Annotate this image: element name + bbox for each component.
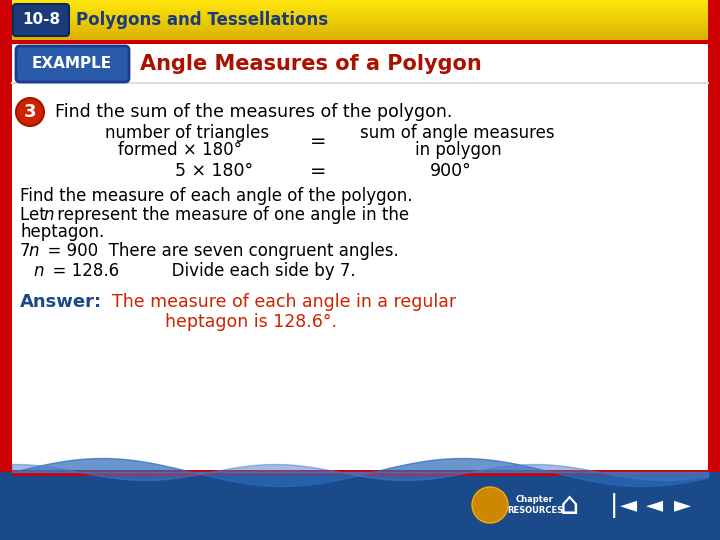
Circle shape (472, 487, 508, 523)
Bar (12, 33, 708, 34)
Bar (12, 38, 708, 39)
Bar (12, 27, 708, 28)
Text: heptagon is 128.6°.: heptagon is 128.6°. (165, 313, 337, 331)
Text: n: n (28, 242, 38, 260)
Text: Polygons and Tessellations: Polygons and Tessellations (76, 11, 328, 29)
Text: 10-8: 10-8 (22, 12, 60, 28)
Text: 3: 3 (24, 103, 36, 121)
Text: =: = (310, 132, 326, 151)
Text: in polygon: in polygon (415, 141, 502, 159)
Text: = 128.6          Divide each side by 7.: = 128.6 Divide each side by 7. (42, 262, 356, 280)
Text: ⌂: ⌂ (560, 490, 580, 519)
Text: =: = (310, 161, 326, 180)
Text: Answer:: Answer: (20, 293, 102, 311)
Circle shape (16, 98, 44, 126)
Bar (12, 14, 708, 15)
Bar (12, 4, 708, 5)
Text: sum of angle measures: sum of angle measures (360, 124, 554, 142)
Text: Let: Let (20, 206, 51, 224)
Bar (12, 5, 708, 6)
Bar (12, 23, 708, 24)
Bar (12, 13, 708, 14)
Text: Chapter
RESOURCES: Chapter RESOURCES (507, 495, 563, 515)
Bar (12, 36, 708, 37)
Bar (12, 32, 708, 33)
Bar (12, 470, 708, 476)
Text: EXAMPLE: EXAMPLE (32, 57, 112, 71)
Text: n: n (33, 262, 43, 280)
Bar (12, 24, 708, 25)
Text: number of triangles: number of triangles (105, 124, 269, 142)
Text: Find the measure of each angle of the polygon.: Find the measure of each angle of the po… (20, 187, 413, 205)
Bar (12, 17, 708, 18)
Bar (12, 3, 708, 4)
Bar (12, 40, 708, 44)
Bar (12, 19, 708, 20)
Text: |: | (610, 492, 618, 517)
Bar (12, 2, 708, 3)
Bar (12, 39, 708, 40)
Bar (12, 10, 708, 11)
Bar (12, 44, 708, 472)
Text: Find the sum of the measures of the polygon.: Find the sum of the measures of the poly… (55, 103, 452, 121)
Bar (12, 8, 708, 9)
Bar (12, 34, 708, 35)
Bar (12, 9, 708, 10)
Text: n: n (43, 206, 53, 224)
Bar (0, 0, 12, 540)
Bar (12, 31, 708, 32)
Bar (708, 0, 720, 540)
Text: The measure of each angle in a regular: The measure of each angle in a regular (112, 293, 456, 311)
Bar (12, 20, 708, 21)
Bar (12, 1, 708, 2)
Text: formed × 180°: formed × 180° (118, 141, 242, 159)
Text: ►: ► (675, 495, 692, 515)
Bar (12, 16, 708, 17)
Bar (12, 15, 708, 16)
Bar (12, 11, 708, 12)
Bar (12, 25, 708, 26)
Bar (12, 26, 708, 27)
Bar (12, 37, 708, 38)
Text: ◄: ◄ (619, 495, 636, 515)
Bar (12, 7, 708, 8)
Bar (12, 22, 708, 23)
Text: = 900  There are seven congruent angles.: = 900 There are seven congruent angles. (37, 242, 399, 260)
Text: 900°: 900° (430, 162, 472, 180)
FancyBboxPatch shape (13, 4, 69, 36)
Bar (12, 6, 708, 7)
Bar (12, 35, 708, 36)
Bar (12, 28, 708, 29)
Bar (12, 30, 708, 31)
Text: Angle Measures of a Polygon: Angle Measures of a Polygon (140, 54, 482, 74)
Bar (12, 12, 708, 13)
Bar (12, 18, 708, 19)
FancyBboxPatch shape (16, 46, 129, 82)
Text: heptagon.: heptagon. (20, 223, 104, 241)
Text: represent the measure of one angle in the: represent the measure of one angle in th… (52, 206, 409, 224)
Bar (0, 472, 720, 540)
Bar (12, 21, 708, 22)
Bar (12, 29, 708, 30)
Text: ◄: ◄ (647, 495, 664, 515)
Bar (12, 0, 708, 1)
Text: 5 × 180°: 5 × 180° (175, 162, 253, 180)
Text: 7: 7 (20, 242, 30, 260)
